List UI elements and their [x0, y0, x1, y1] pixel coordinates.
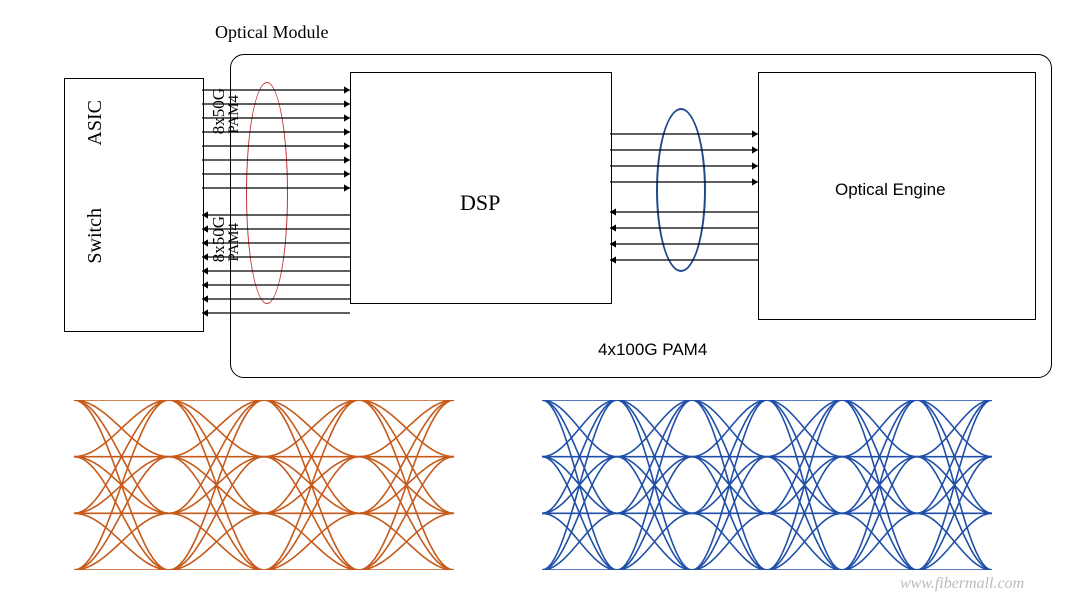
optical-engine-label: Optical Engine: [835, 180, 946, 200]
diagram-container: { "title": "Optical Module", "switch_blo…: [0, 0, 1080, 608]
arrows-left: [192, 80, 360, 323]
switch-line2-label: ASIC: [84, 100, 107, 146]
mid-bus-label: 4x100G PAM4: [598, 340, 707, 360]
switch-line1-label: Switch: [84, 208, 107, 264]
eye-diagram-orange: [74, 400, 454, 570]
watermark-label: www.fibermall.com: [900, 575, 1024, 593]
eye-diagram-blue: [542, 400, 992, 570]
dsp-label: DSP: [460, 190, 500, 216]
arrows-mid: [600, 124, 768, 270]
dsp-box: [350, 72, 612, 304]
title-label: Optical Module: [215, 22, 328, 43]
